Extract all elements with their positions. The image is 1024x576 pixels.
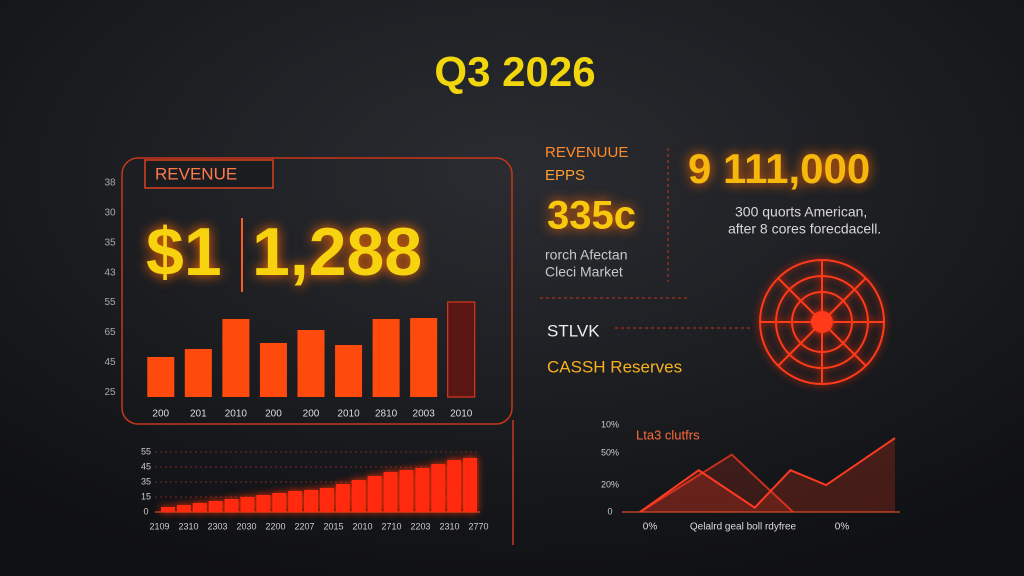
stock-label: STLVK (547, 321, 600, 340)
cash-label: CASSH Reserves (547, 357, 682, 376)
bar (184, 349, 212, 397)
side-label: 30 (104, 208, 116, 219)
x-tick-label: 2310 (178, 521, 198, 531)
eps-value: 335c (547, 194, 636, 238)
amount: 1,288 (252, 214, 422, 290)
axis-label: 15 (141, 491, 151, 501)
bar (272, 493, 287, 512)
bar (147, 357, 175, 397)
bar (335, 345, 363, 397)
side-label: 55 (104, 297, 116, 308)
bar (372, 319, 400, 397)
x-tick-label: 2310 (439, 521, 459, 531)
bar (176, 505, 191, 512)
x-tick-label: 2003 (413, 409, 436, 420)
side-label: 38 (104, 178, 116, 189)
revenue-panel (121, 157, 513, 425)
x-tick-label: 201 (190, 409, 207, 420)
bar (410, 318, 438, 397)
x-tick-label: 2010 (337, 409, 360, 420)
x-tick-label: 2010 (450, 409, 473, 420)
x-tick-label: 2710 (381, 521, 401, 531)
x-tick-label: 2015 (323, 521, 343, 531)
bar (351, 480, 366, 512)
x-tick-label: 200 (152, 409, 169, 420)
bar (297, 330, 325, 397)
revenue-label-box (144, 159, 274, 189)
axis-label: 55 (141, 446, 151, 456)
amount: $1 (146, 214, 222, 290)
x-tick-label: 2200 (265, 521, 285, 531)
bar (222, 319, 250, 397)
radar-icon (759, 259, 885, 385)
line-chart-title: Lta3 clutfrs (636, 427, 700, 442)
x-tick-label: 2303 (207, 521, 227, 531)
x-tick-label: 2030 (236, 521, 256, 531)
metric-label: REVENUUE (545, 144, 628, 161)
metric-label: EPPS (545, 167, 585, 184)
side-label: 43 (104, 267, 116, 278)
bar (383, 472, 398, 512)
x-tick-label: 2109 (149, 521, 169, 531)
bar (240, 497, 255, 512)
big-note: 300 quorts American, (735, 204, 867, 220)
area (640, 438, 895, 512)
x-tick-label: Qelalrd geal boll rdyfree (690, 522, 797, 533)
eps-note: Cleci Market (545, 264, 623, 280)
bar (431, 464, 446, 512)
bar (463, 458, 478, 512)
big-value: 9 111,000 (688, 145, 870, 192)
x-tick-label: 2010 (225, 409, 248, 420)
x-tick-label: 200 (303, 409, 320, 420)
side-label: 45 (104, 357, 116, 368)
axis-label: 10% (601, 419, 619, 429)
bar (192, 503, 207, 512)
axis-label: 0 (143, 506, 148, 516)
bar (319, 488, 334, 512)
line (639, 437, 896, 513)
x-tick-label: 2203 (410, 521, 430, 531)
bar (259, 343, 287, 397)
x-tick-label: 2810 (375, 409, 398, 420)
x-tick-label: 2207 (294, 521, 314, 531)
bar (447, 301, 476, 398)
axis-label: 35 (141, 476, 151, 486)
bar (288, 491, 303, 512)
bar (335, 484, 350, 512)
axis-label: 50% (601, 447, 619, 457)
big-note: after 8 cores forecdacell. (728, 221, 881, 237)
side-label: 25 (104, 387, 116, 398)
bar (208, 501, 223, 512)
side-label: 35 (104, 237, 116, 248)
x-tick-label: 2770 (468, 521, 488, 531)
bar (160, 507, 175, 512)
side-label: 65 (104, 327, 116, 338)
bar (304, 490, 319, 512)
revenue-label: REVENUE (155, 164, 237, 183)
x-tick-label: 2010 (352, 521, 372, 531)
bar (256, 495, 271, 512)
eps-note: rorch Afectan (545, 247, 628, 263)
title: Q3 2026 (434, 48, 595, 95)
bar (415, 468, 430, 512)
axis-label: 0 (607, 506, 612, 516)
axis-label: 20% (601, 479, 619, 489)
x-tick-label: 0% (643, 522, 658, 533)
bar (367, 476, 382, 512)
x-tick-label: 0% (835, 522, 850, 533)
line (639, 453, 794, 513)
bar (224, 499, 239, 512)
axis-label: 45 (141, 461, 151, 471)
x-tick-label: 200 (265, 409, 282, 420)
bar (447, 460, 462, 512)
bar (399, 470, 414, 512)
